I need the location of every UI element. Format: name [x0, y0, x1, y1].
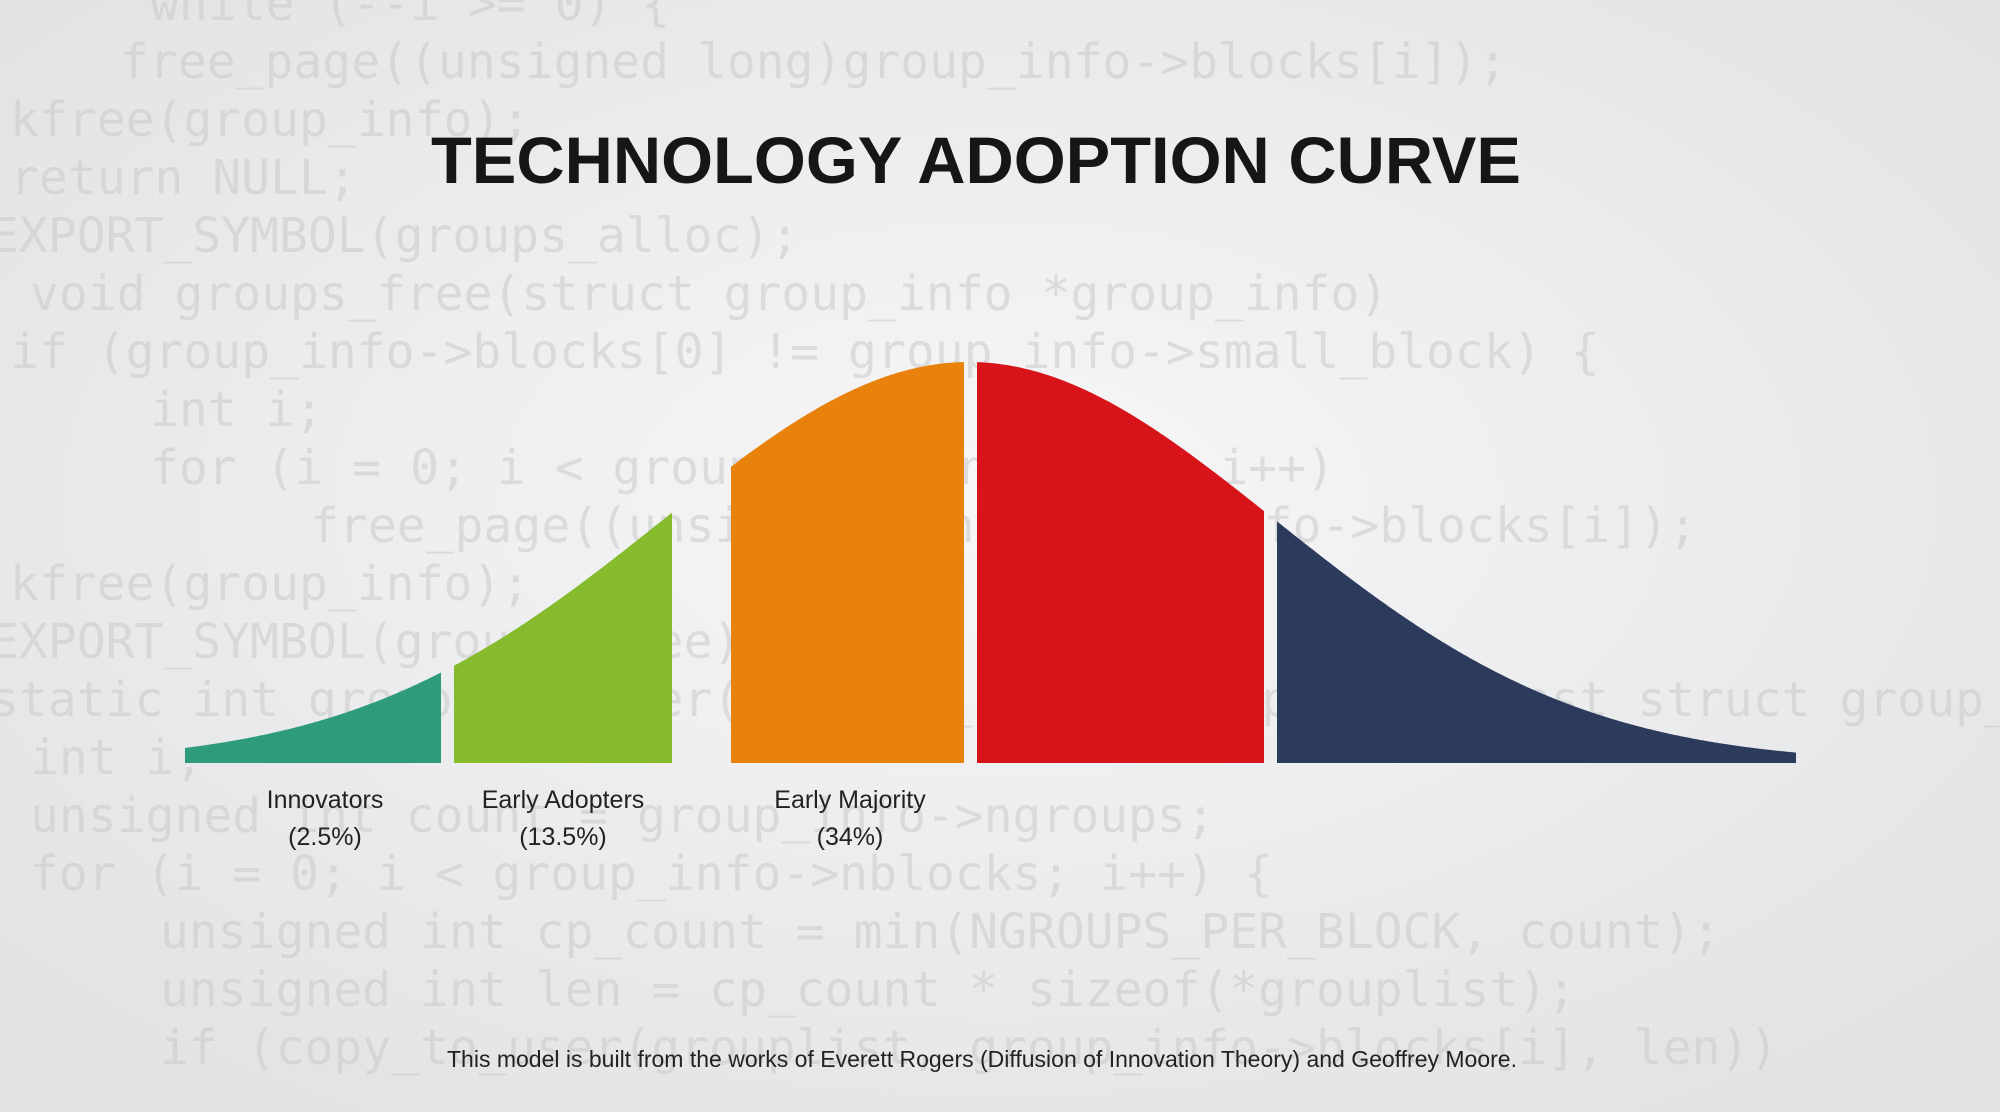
adoption-curve: [185, 362, 1796, 763]
curve-segment: [454, 512, 672, 763]
segment-name: Early Majority: [774, 786, 926, 814]
title: TECHNOLOGY ADOPTION CURVE: [431, 123, 1521, 197]
curve-segment: [1277, 521, 1796, 763]
segment-name: Innovators: [267, 786, 384, 814]
code-line: if (copy_to_user(grouplist, group_info->…: [160, 1020, 1778, 1076]
code-line: if (group_info->blocks[0] != group_info-…: [10, 324, 1599, 380]
segment-name: Early Adopters: [482, 786, 645, 814]
code-line: while (--i >= 0) {: [150, 0, 670, 32]
code-line: return NULL;: [10, 150, 357, 206]
code-line: int i;: [150, 382, 323, 438]
segment-share: (13.5%): [519, 823, 607, 851]
code-line: int i;: [30, 730, 203, 786]
curve-segment: [731, 362, 964, 763]
segment-share: (2.5%): [288, 823, 362, 851]
code-line: for (i = 0; i < group_info->nblocks; i++…: [30, 846, 1273, 902]
code-line: void groups_free(struct group_info *grou…: [30, 266, 1388, 322]
code-line: unsigned int len = cp_count * sizeof(*gr…: [160, 962, 1576, 1018]
code-line: free_page((unsigned long)group_info->blo…: [120, 34, 1507, 90]
segment-labels: Innovators (2.5%) Early Adopters (13.5%) Ear…: [267, 786, 927, 851]
footnote: This model is built from the works of Ev…: [447, 1046, 1517, 1072]
curve-segment: [185, 672, 441, 763]
code-line: kfree(group_info);: [10, 556, 530, 612]
code-line: kfree(group_info);: [10, 92, 530, 148]
code-line: unsigned int count = group_info->ngroups…: [30, 788, 1215, 844]
code-line: unsigned int cp_count = min(NGROUPS_PER_…: [160, 904, 1721, 960]
segment-share: (34%): [817, 823, 884, 851]
curve-segment: [977, 362, 1264, 763]
code-line: EXPORT_SYMBOL(groups_alloc);: [0, 208, 799, 264]
